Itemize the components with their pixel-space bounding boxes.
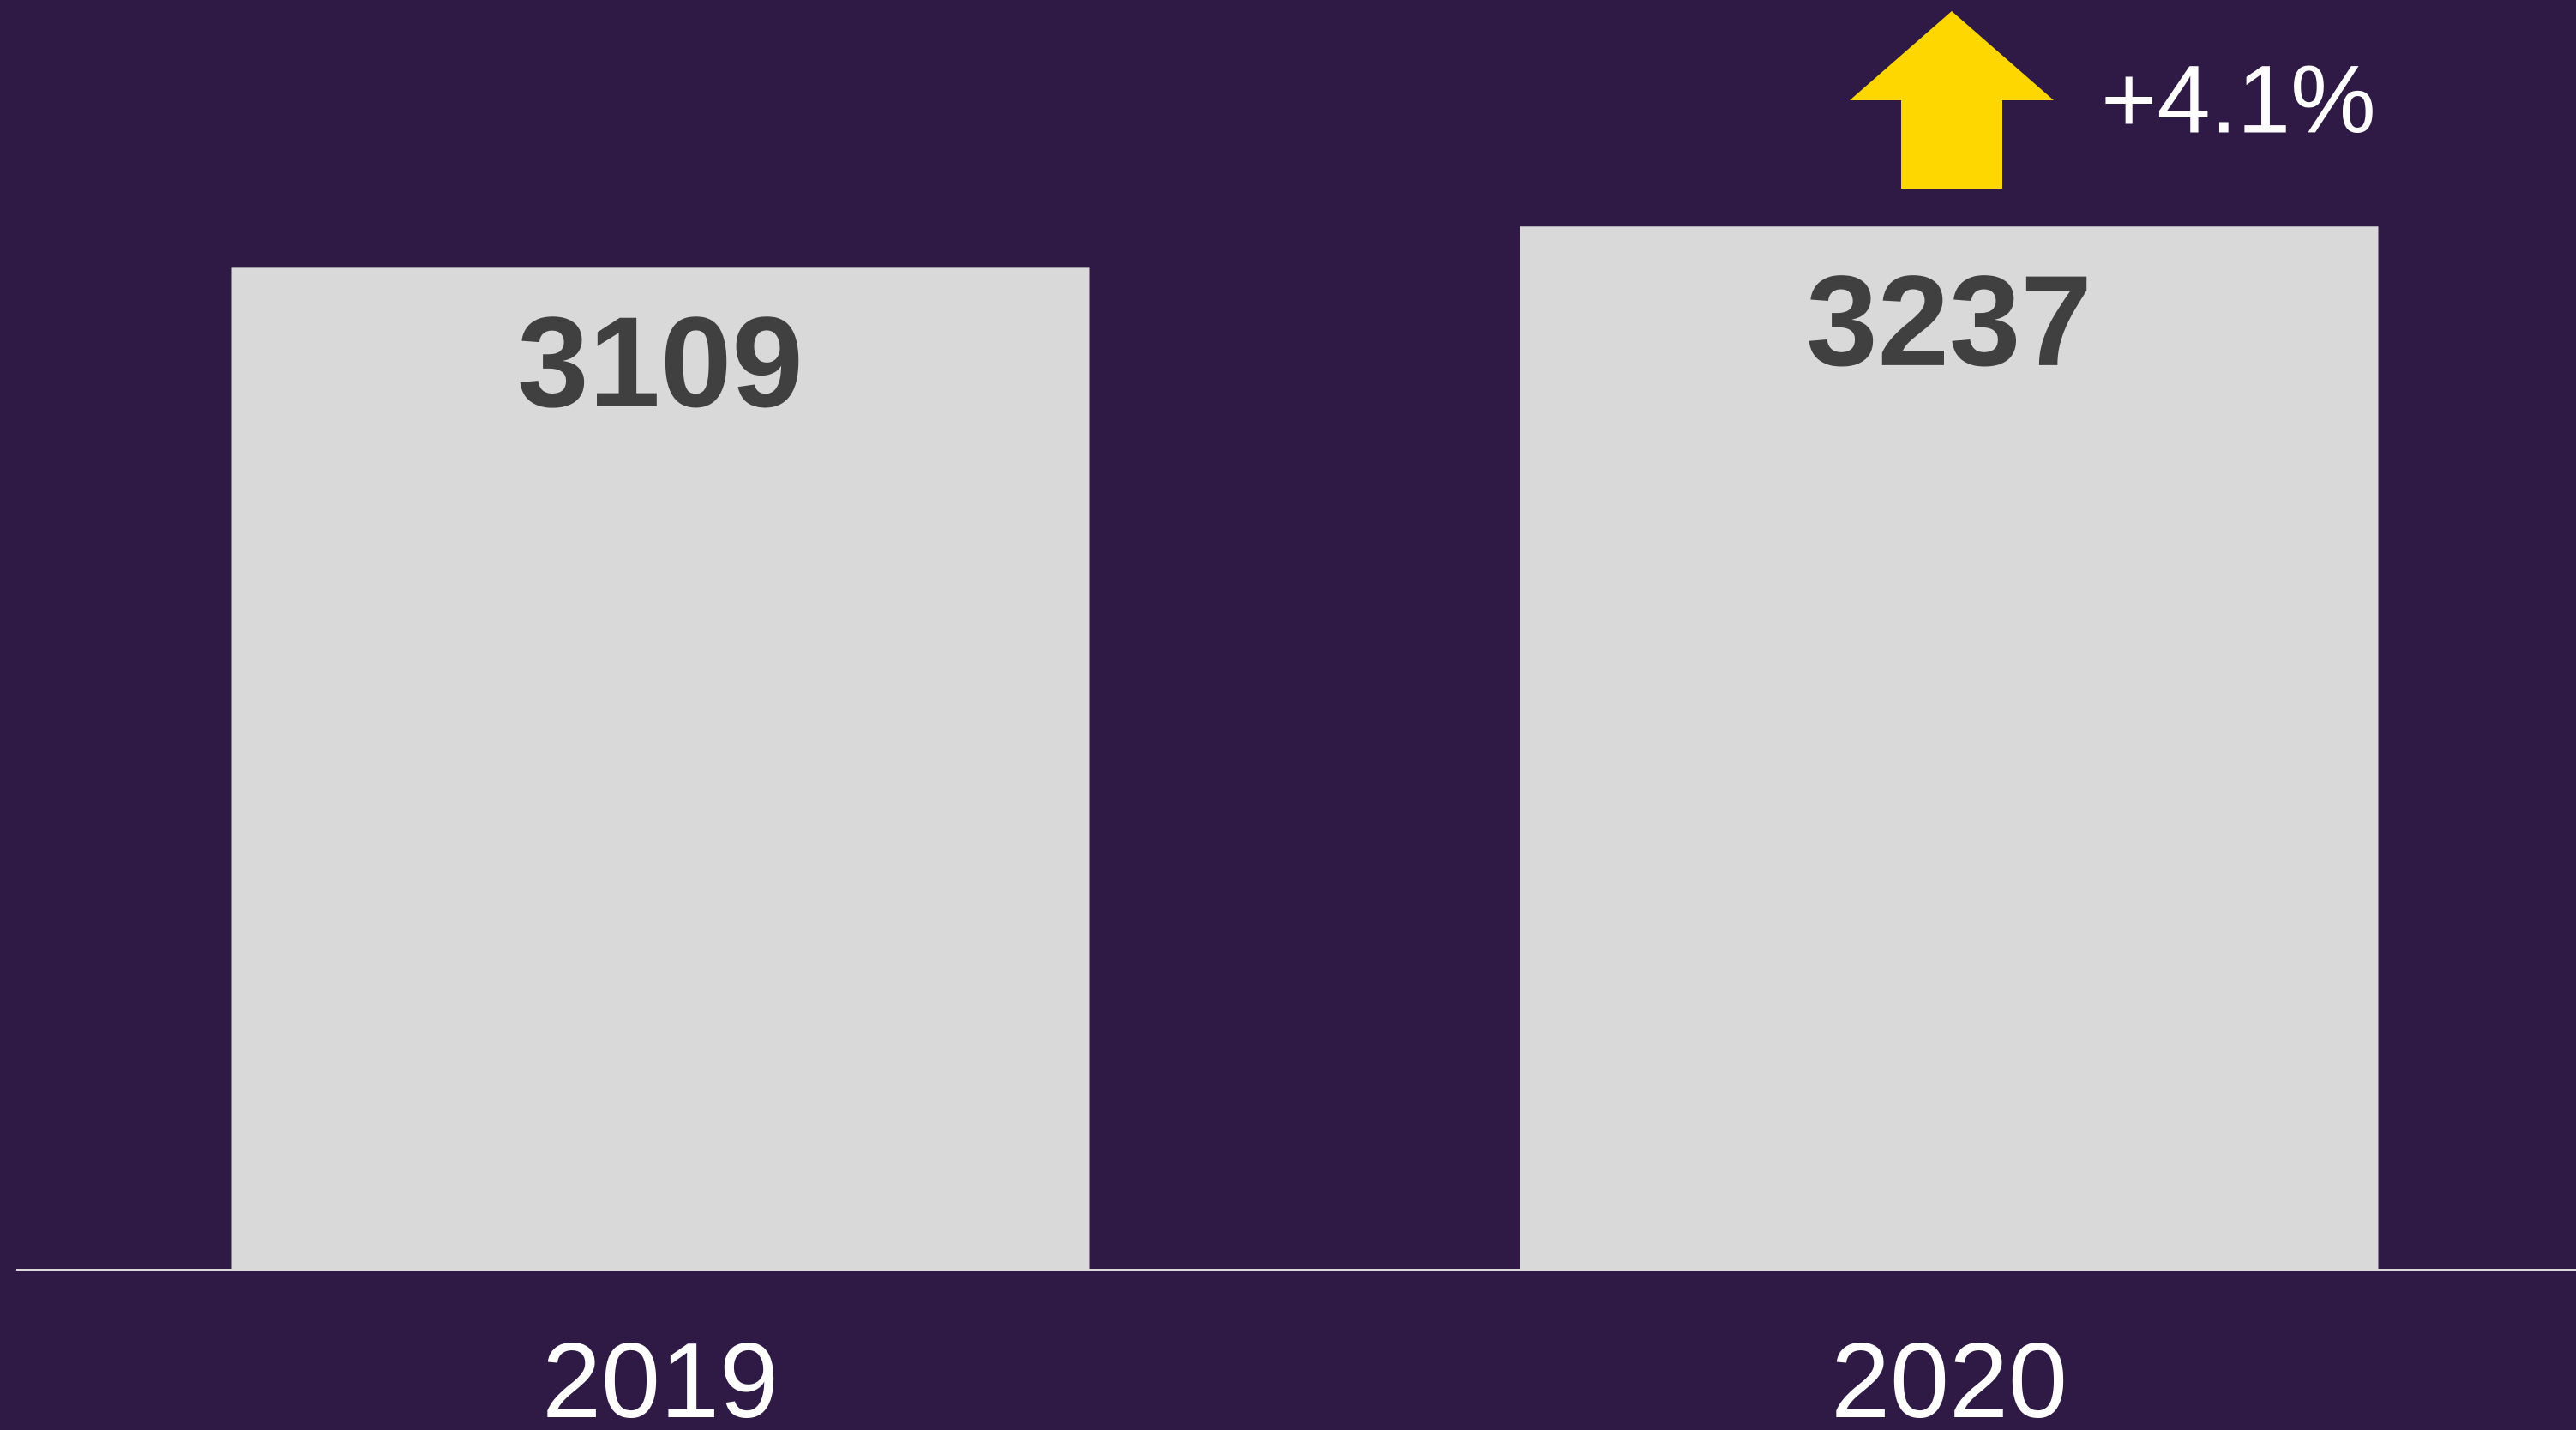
x-tick-label: 2019 xyxy=(542,1322,779,1430)
bar xyxy=(231,267,1090,1271)
bar xyxy=(1520,226,2379,1270)
up-arrow xyxy=(1850,11,2054,189)
value-label: 3237 xyxy=(1806,249,2092,393)
value-label: 3109 xyxy=(517,290,803,434)
annotation: +4.1% xyxy=(2101,46,2376,153)
x-tick-label: 2020 xyxy=(1831,1322,2067,1430)
